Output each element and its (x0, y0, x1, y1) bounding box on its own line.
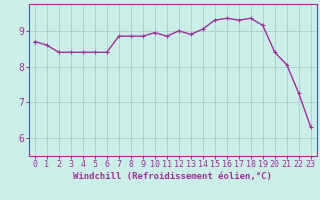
X-axis label: Windchill (Refroidissement éolien,°C): Windchill (Refroidissement éolien,°C) (73, 172, 272, 181)
